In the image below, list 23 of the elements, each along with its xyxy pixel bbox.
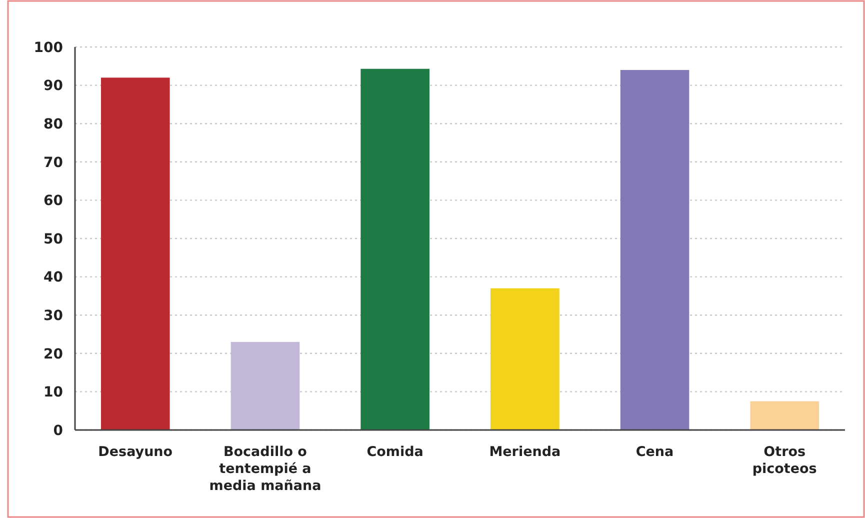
y-tick-label: 60 xyxy=(44,193,64,210)
bar xyxy=(230,342,300,430)
bar xyxy=(490,288,560,430)
y-tick-label: 40 xyxy=(44,270,64,286)
y-tick-label: 20 xyxy=(44,346,64,362)
x-tick-label: Bocadillo o tentempié a media mañana xyxy=(209,444,322,494)
y-tick-label: 10 xyxy=(44,384,64,401)
bar xyxy=(620,70,690,430)
bar xyxy=(750,401,820,430)
y-tick-label: 80 xyxy=(44,116,64,132)
y-tick-label: 70 xyxy=(44,154,64,171)
y-tick-label: 50 xyxy=(44,231,64,248)
x-tick-label: Otros picoteos xyxy=(752,444,817,477)
y-tick-label: 30 xyxy=(44,308,64,324)
bar xyxy=(360,68,430,430)
x-tick-label: Desayuno xyxy=(98,444,173,460)
bar xyxy=(100,78,170,430)
y-tick-label: 90 xyxy=(44,78,64,94)
x-tick-label: Comida xyxy=(366,444,424,460)
y-tick-label: 100 xyxy=(34,40,64,56)
x-tick-label: Cena xyxy=(636,444,674,460)
y-tick-label: 0 xyxy=(53,422,64,439)
x-tick-label: Merienda xyxy=(489,444,561,460)
